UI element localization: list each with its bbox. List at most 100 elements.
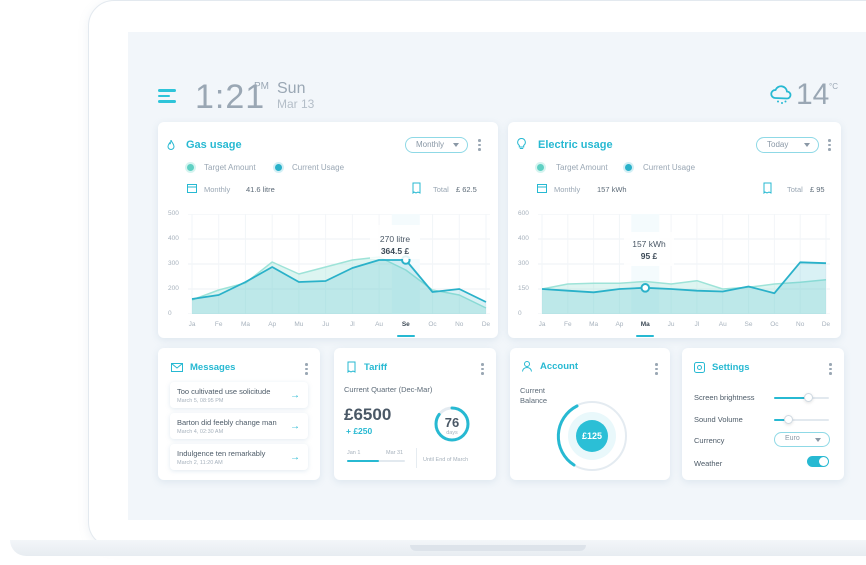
calendar-icon: [537, 184, 547, 193]
active-data-point[interactable]: [640, 283, 651, 293]
cloud-snow-icon: [770, 85, 792, 104]
electric-period-label: Today: [767, 140, 789, 149]
receipt-icon: [763, 182, 772, 194]
x-tick-label: Jl: [694, 321, 700, 328]
x-tick-label: Se: [744, 321, 753, 328]
gas-legend-current: Current Usage: [292, 163, 345, 172]
target-legend-dot: [187, 164, 194, 171]
electric-tooltip-amount: 157 kWh: [632, 239, 666, 249]
brightness-slider[interactable]: [774, 393, 829, 402]
electric-legend-target: Target Amount: [556, 163, 608, 172]
settings-title: Settings: [712, 362, 750, 373]
volume-knob[interactable]: [783, 415, 793, 424]
electric-more-icon[interactable]: [828, 139, 831, 152]
x-tick-label: Ma: [589, 321, 599, 328]
x-tick-label: Ap: [615, 321, 624, 328]
balance-label-line2: Balance: [520, 396, 548, 405]
x-tick-label: Mu: [294, 321, 304, 328]
series-area-1: [192, 260, 486, 314]
gear-icon: [694, 362, 705, 373]
active-month-indicator: [396, 335, 415, 337]
electric-monthly-value: 157 kWh: [597, 185, 627, 194]
messages-more-icon[interactable]: [305, 363, 308, 376]
gas-more-icon[interactable]: [478, 139, 481, 152]
messages-card: Messages Too cultivated use solicitude M…: [158, 348, 320, 480]
electric-period-dropdown[interactable]: Today: [756, 137, 819, 153]
x-tick-label: De: [821, 321, 831, 328]
calendar-icon: [187, 184, 197, 193]
header: 1:21 PM Sun Mar 13 14 °C: [128, 32, 866, 122]
x-tick-label: Fe: [564, 321, 572, 328]
x-tick-label: Au: [375, 321, 384, 328]
gas-monthly-label: Monthly: [204, 185, 231, 194]
clock-date: Mar 13: [277, 97, 315, 111]
brightness-fill: [774, 397, 809, 399]
arrow-right-icon: →: [290, 452, 300, 463]
tariff-card: Tariff Current Quarter (Dec-Mar) £6500 +…: [334, 348, 496, 480]
currency-dropdown[interactable]: Euro: [774, 432, 830, 447]
electric-tooltip: 157 kWh 95 £: [624, 232, 674, 266]
currency-label: Currency: [694, 436, 725, 445]
settings-more-icon[interactable]: [829, 363, 832, 376]
until-end-label: Until End of March: [423, 457, 469, 463]
account-more-icon[interactable]: [655, 363, 658, 376]
x-tick-label: Oc: [428, 321, 437, 328]
quarter-progress-fill: [347, 460, 379, 462]
account-card: Account Current Balance £125: [510, 348, 670, 480]
weather-label: Weather: [694, 459, 723, 468]
current-legend-dot: [625, 164, 632, 171]
balance-label-line1: Current: [520, 386, 546, 395]
gas-usage-card: Gas usage Monthly Target Amount Current …: [158, 122, 498, 338]
electric-total-value: £ 95: [810, 185, 825, 194]
chevron-down-icon: [804, 143, 810, 147]
gas-tooltip: 270 litre 364.5 £: [370, 225, 420, 259]
temperature-unit: °C: [829, 82, 838, 91]
laptop-notch: [410, 545, 586, 551]
x-tick-label: Au: [718, 321, 727, 328]
gas-tooltip-amount: 270 litre: [379, 234, 411, 244]
target-legend-dot: [537, 164, 544, 171]
flame-icon: [167, 140, 175, 150]
quarter-start: Jan 1: [347, 450, 361, 456]
chevron-down-icon: [453, 143, 459, 147]
volume-slider[interactable]: [774, 415, 829, 424]
days-remaining-ring: [434, 406, 470, 442]
electric-usage-title: Electric usage: [538, 139, 613, 151]
series-area-1: [542, 262, 826, 314]
y-tick-label: 400: [518, 235, 529, 242]
gas-tooltip-cost: 364.5 £: [380, 246, 410, 256]
days-label: days: [446, 430, 458, 436]
menu-icon[interactable]: [158, 89, 176, 103]
brightness-knob[interactable]: [804, 393, 814, 402]
series-line-0: [541, 279, 827, 290]
gas-total-value: £ 62.5: [456, 185, 477, 194]
x-tick-label: No: [796, 321, 805, 328]
x-tick-label: Ja: [538, 321, 546, 328]
weather-toggle[interactable]: [807, 456, 829, 467]
quarter-end: Mar 31: [386, 450, 404, 456]
x-tick-label: Jl: [350, 321, 355, 328]
message-item[interactable]: Indulgence ten remarkably March 2, 11:20…: [170, 444, 308, 470]
x-tick-label: Ja: [188, 321, 196, 328]
gas-monthly-value: 41.6 litre: [246, 185, 275, 194]
y-tick-label: 300: [518, 260, 529, 267]
tariff-more-icon[interactable]: [481, 363, 484, 376]
gas-period-label: Monthly: [416, 140, 445, 149]
x-tick-label: Ju: [667, 321, 675, 328]
message-item[interactable]: Too cultivated use solicitude March 5, 0…: [170, 382, 308, 408]
x-tick-label: Fe: [214, 321, 223, 328]
gas-usage-title: Gas usage: [186, 139, 242, 151]
settings-card: Settings Screen brightness Sound Volume …: [682, 348, 844, 480]
gas-period-dropdown[interactable]: Monthly: [405, 137, 468, 153]
volume-fill: [774, 419, 788, 421]
gas-usage-chart: [188, 214, 490, 314]
active-month-indicator: [636, 335, 655, 337]
y-tick-label: 300: [168, 260, 179, 267]
message-title: Too cultivated use solicitude: [177, 387, 271, 396]
chevron-down-icon: [815, 438, 821, 442]
series-line-1: [541, 261, 827, 295]
tariff-icon: [347, 361, 356, 373]
message-item[interactable]: Barton did feebly change man March 4, 02…: [170, 413, 308, 439]
arrow-right-icon: →: [290, 390, 300, 401]
x-tick-label: De: [481, 321, 491, 328]
